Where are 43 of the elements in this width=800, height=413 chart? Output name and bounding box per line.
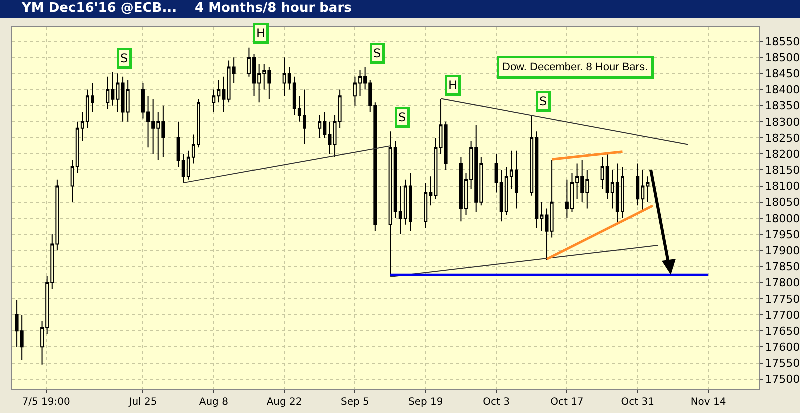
- y-tick-label: 17550: [765, 357, 800, 370]
- y-tick-label: 17650: [765, 324, 800, 338]
- chart-title: YM Dec16'16 @ECB...: [22, 1, 178, 16]
- y-tick-label: 18250: [765, 132, 800, 145]
- candlestick: [116, 73, 120, 113]
- x-tick-label: Aug 22: [266, 397, 302, 408]
- y-tick-label: 18000: [765, 212, 800, 226]
- y-tick-label: 18550: [765, 35, 800, 48]
- y-tick-label: 18050: [765, 196, 800, 210]
- x-tick-label: Sep 5: [341, 397, 370, 408]
- y-tick-label: 17900: [765, 244, 800, 258]
- candlestick: [222, 76, 226, 113]
- annotation: H: [256, 26, 266, 40]
- annotation: Dow. December. 8 Hour Bars.: [502, 62, 648, 74]
- y-tick-label: 18350: [765, 100, 800, 113]
- x-tick-label: Nov 14: [690, 397, 726, 408]
- annotation: S: [540, 94, 548, 108]
- chart-subtitle: 4 Months/8 hour bars: [195, 1, 352, 16]
- x-tick-label: 7/5 19:00: [22, 397, 70, 408]
- y-tick-label: 17750: [765, 292, 800, 306]
- annotation: H: [448, 78, 458, 92]
- y-tick-label: 18150: [765, 164, 800, 178]
- x-tick-label: Oct 17: [550, 397, 584, 408]
- annotation: S: [120, 52, 128, 66]
- x-tick-label: Oct 31: [621, 397, 654, 408]
- y-tick-label: 17600: [765, 341, 800, 354]
- y-tick-label: 17800: [765, 276, 800, 290]
- y-tick-label: 18400: [765, 84, 800, 97]
- y-tick-label: 17850: [765, 260, 800, 274]
- y-tick-label: 17500: [765, 373, 800, 386]
- y-tick-label: 18450: [765, 68, 800, 81]
- y-tick-label: 18300: [765, 116, 800, 129]
- y-tick-label: 17950: [765, 228, 800, 242]
- annotation: S: [374, 46, 382, 60]
- x-tick-label: Jul 25: [128, 397, 158, 408]
- x-tick-label: Aug 8: [199, 397, 228, 408]
- x-tick-label: Oct 3: [483, 397, 510, 408]
- annotation: S: [398, 110, 406, 124]
- y-tick-label: 18100: [765, 180, 800, 194]
- x-tick-label: Sep 19: [408, 397, 444, 408]
- y-tick-label: 18200: [765, 148, 800, 161]
- y-tick-label: 17700: [765, 308, 800, 322]
- y-tick-label: 18500: [765, 51, 800, 64]
